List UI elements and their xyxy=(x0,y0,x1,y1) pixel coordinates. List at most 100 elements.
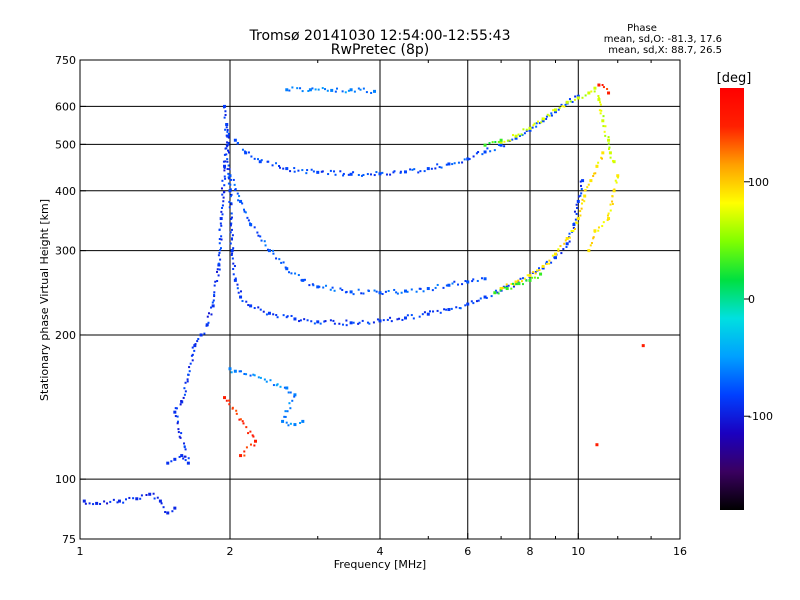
data-point xyxy=(152,492,155,495)
data-point xyxy=(276,383,279,386)
data-point xyxy=(241,148,244,151)
data-point xyxy=(213,284,216,287)
data-point xyxy=(534,272,537,275)
data-point xyxy=(220,238,223,241)
data-point xyxy=(234,188,237,191)
data-point xyxy=(223,190,226,193)
chart-title: Tromsø 20141030 12:54:00-12:55:43 xyxy=(249,28,511,44)
data-point xyxy=(247,432,250,435)
data-point xyxy=(545,262,548,265)
data-point xyxy=(376,318,379,321)
data-point xyxy=(278,166,281,169)
data-point xyxy=(233,138,237,142)
data-point xyxy=(381,171,384,174)
data-point xyxy=(183,442,186,445)
data-point xyxy=(220,187,223,190)
data-point xyxy=(457,283,460,286)
data-point xyxy=(173,410,177,414)
data-point xyxy=(289,391,292,394)
data-point xyxy=(541,117,545,121)
data-point xyxy=(183,446,186,449)
data-point xyxy=(579,194,582,197)
data-point xyxy=(572,230,575,233)
data-point xyxy=(224,160,227,163)
data-point xyxy=(483,277,487,281)
data-point xyxy=(545,117,548,120)
data-point xyxy=(382,319,385,322)
data-point xyxy=(221,179,224,182)
data-point xyxy=(345,290,348,293)
data-point xyxy=(375,171,378,174)
data-point xyxy=(572,223,576,227)
data-point xyxy=(447,308,451,312)
data-point xyxy=(553,108,557,112)
data-point xyxy=(461,283,464,286)
data-point xyxy=(275,314,278,317)
data-point xyxy=(597,98,601,102)
data-point xyxy=(229,242,232,245)
data-point xyxy=(236,287,239,290)
data-point xyxy=(171,510,174,513)
data-point xyxy=(298,320,301,323)
data-point xyxy=(180,454,184,458)
data-point xyxy=(230,212,233,215)
data-point xyxy=(283,386,286,389)
data-point xyxy=(438,166,441,169)
data-point xyxy=(203,332,206,335)
data-point xyxy=(293,395,296,398)
data-point xyxy=(228,189,232,193)
data-point xyxy=(211,301,214,304)
data-point xyxy=(229,231,232,234)
data-point xyxy=(587,183,590,186)
data-point xyxy=(423,311,426,314)
data-point xyxy=(471,280,474,283)
data-point xyxy=(285,88,289,92)
data-point xyxy=(514,280,518,284)
data-point xyxy=(532,271,535,274)
data-point xyxy=(287,391,290,394)
data-point xyxy=(253,307,256,310)
data-point xyxy=(576,207,579,210)
data-point xyxy=(182,396,185,399)
data-point xyxy=(224,128,227,131)
data-point xyxy=(280,261,283,264)
data-point xyxy=(249,304,253,308)
data-point xyxy=(236,192,239,195)
data-point xyxy=(472,278,475,281)
data-point xyxy=(362,173,365,176)
data-point xyxy=(176,422,179,425)
data-point xyxy=(349,321,353,325)
data-point xyxy=(595,164,599,168)
data-point xyxy=(576,199,580,203)
data-point xyxy=(227,143,230,146)
data-point xyxy=(252,373,255,376)
data-point xyxy=(608,146,611,149)
data-point xyxy=(579,214,582,217)
data-point xyxy=(611,203,614,206)
data-point xyxy=(589,244,592,247)
data-point xyxy=(359,88,362,91)
data-point xyxy=(333,170,336,173)
data-point xyxy=(392,171,395,174)
data-point xyxy=(600,109,603,112)
data-point xyxy=(367,290,370,293)
data-point xyxy=(613,188,616,191)
data-point xyxy=(550,261,553,264)
data-point xyxy=(447,283,451,287)
data-point xyxy=(493,291,497,295)
data-point xyxy=(599,103,602,106)
data-point xyxy=(607,148,610,151)
data-point xyxy=(297,169,300,172)
data-point xyxy=(231,237,234,240)
data-point xyxy=(239,290,242,293)
data-point xyxy=(573,98,576,101)
data-point xyxy=(316,170,320,174)
data-point xyxy=(219,222,222,225)
data-point xyxy=(557,249,560,252)
data-point xyxy=(384,290,387,293)
data-point xyxy=(540,121,543,124)
data-point xyxy=(576,217,580,221)
data-point xyxy=(305,172,308,175)
data-point xyxy=(291,86,294,89)
data-point xyxy=(534,270,537,273)
